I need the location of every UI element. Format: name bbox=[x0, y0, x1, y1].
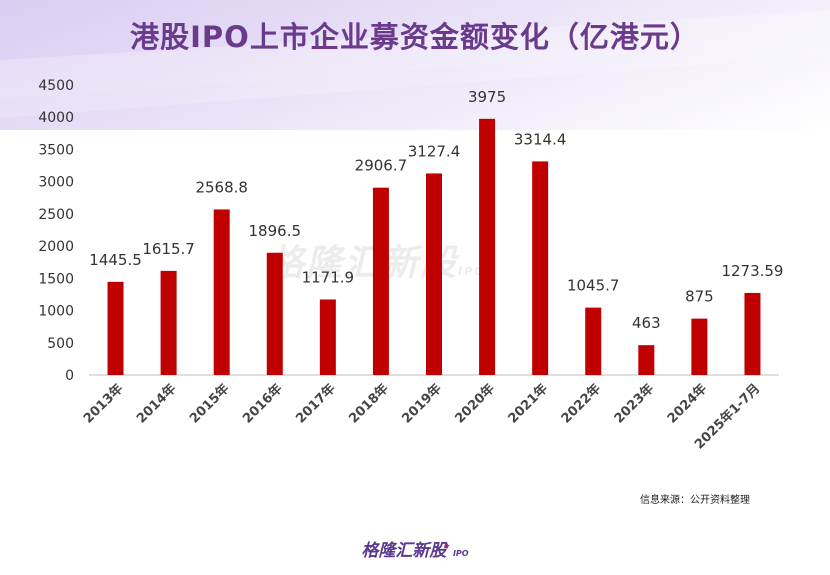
y-tick-label: 2500 bbox=[38, 207, 74, 223]
y-tick-label: 1500 bbox=[38, 271, 74, 287]
brand-spark-icon: ✦ bbox=[443, 542, 451, 553]
x-tick-label: 2014年 bbox=[133, 381, 179, 427]
bar bbox=[319, 299, 336, 375]
x-tick-label: 2015年 bbox=[186, 381, 232, 427]
data-label: 3975 bbox=[468, 88, 506, 106]
bar bbox=[638, 345, 655, 375]
data-label: 1896.5 bbox=[249, 222, 302, 240]
bar bbox=[266, 252, 283, 375]
y-tick-label: 0 bbox=[65, 368, 74, 384]
source-note: 信息来源：公开资料整理 bbox=[640, 495, 750, 506]
x-tick-label: 2024年 bbox=[664, 381, 710, 427]
x-tick-label: 2021年 bbox=[505, 381, 551, 427]
y-tick-label: 3000 bbox=[38, 175, 74, 191]
y-tick-label: 500 bbox=[47, 336, 74, 352]
brand-name: 格隆汇新股 bbox=[361, 541, 447, 561]
x-tick-label: 2017年 bbox=[293, 381, 339, 427]
x-tick-label: 2022年 bbox=[558, 381, 604, 427]
data-label: 3127.4 bbox=[408, 142, 461, 160]
header-decoration bbox=[0, 10, 830, 118]
data-label: 875 bbox=[685, 288, 714, 306]
bar bbox=[585, 307, 602, 375]
bar bbox=[107, 281, 124, 375]
x-tick-label: 2018年 bbox=[346, 381, 392, 427]
watermark-suffix: IPO bbox=[458, 265, 486, 278]
x-tick-label: 2020年 bbox=[452, 381, 498, 427]
data-label: 2906.7 bbox=[355, 157, 408, 175]
bar bbox=[426, 173, 442, 375]
data-label: 1045.7 bbox=[567, 277, 620, 295]
y-tick-label: 4500 bbox=[38, 78, 74, 94]
bar bbox=[532, 161, 549, 375]
y-tick-label: 1000 bbox=[38, 304, 74, 320]
bar bbox=[691, 318, 708, 375]
y-tick-label: 3500 bbox=[38, 142, 74, 158]
data-label: 463 bbox=[632, 314, 661, 332]
data-label: 1273.59 bbox=[721, 262, 783, 280]
bar bbox=[744, 292, 761, 375]
data-label: 2568.8 bbox=[195, 178, 248, 196]
y-tick-label: 4000 bbox=[38, 110, 74, 126]
data-label: 1171.9 bbox=[302, 268, 355, 286]
x-tick-label: 2019年 bbox=[399, 381, 445, 427]
bar bbox=[213, 209, 230, 375]
x-tick-label: 2013年 bbox=[80, 381, 126, 427]
bar bbox=[479, 118, 496, 375]
y-tick-label: 2000 bbox=[38, 239, 74, 255]
header-background bbox=[0, 0, 830, 130]
bar bbox=[372, 187, 389, 375]
page-title: 港股IPO上市企业募资金额变化（亿港元） bbox=[130, 20, 700, 54]
x-tick-label: 2016年 bbox=[240, 381, 286, 427]
brand-suffix: IPO bbox=[452, 549, 469, 558]
x-tick-label: 2023年 bbox=[611, 381, 657, 427]
watermark: 格隆汇新股IPO bbox=[268, 234, 486, 286]
brand-logo: 格隆汇新股✦IPO bbox=[0, 536, 830, 561]
watermark-name: 格隆汇新股 bbox=[268, 243, 459, 284]
data-label: 1445.5 bbox=[89, 251, 142, 269]
data-label: 1615.7 bbox=[142, 240, 195, 258]
data-label: 3314.4 bbox=[514, 130, 567, 148]
bar bbox=[160, 270, 177, 375]
